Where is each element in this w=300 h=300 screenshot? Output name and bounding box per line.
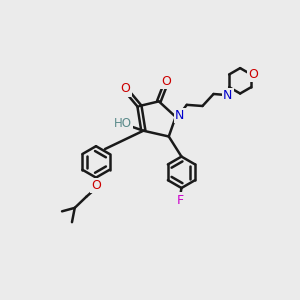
Text: O: O xyxy=(121,82,130,95)
Text: F: F xyxy=(177,194,184,206)
Text: O: O xyxy=(161,75,171,88)
Text: O: O xyxy=(248,68,258,81)
Text: HO: HO xyxy=(114,117,132,130)
Text: N: N xyxy=(175,109,184,122)
Text: O: O xyxy=(91,179,101,192)
Text: N: N xyxy=(223,88,232,102)
